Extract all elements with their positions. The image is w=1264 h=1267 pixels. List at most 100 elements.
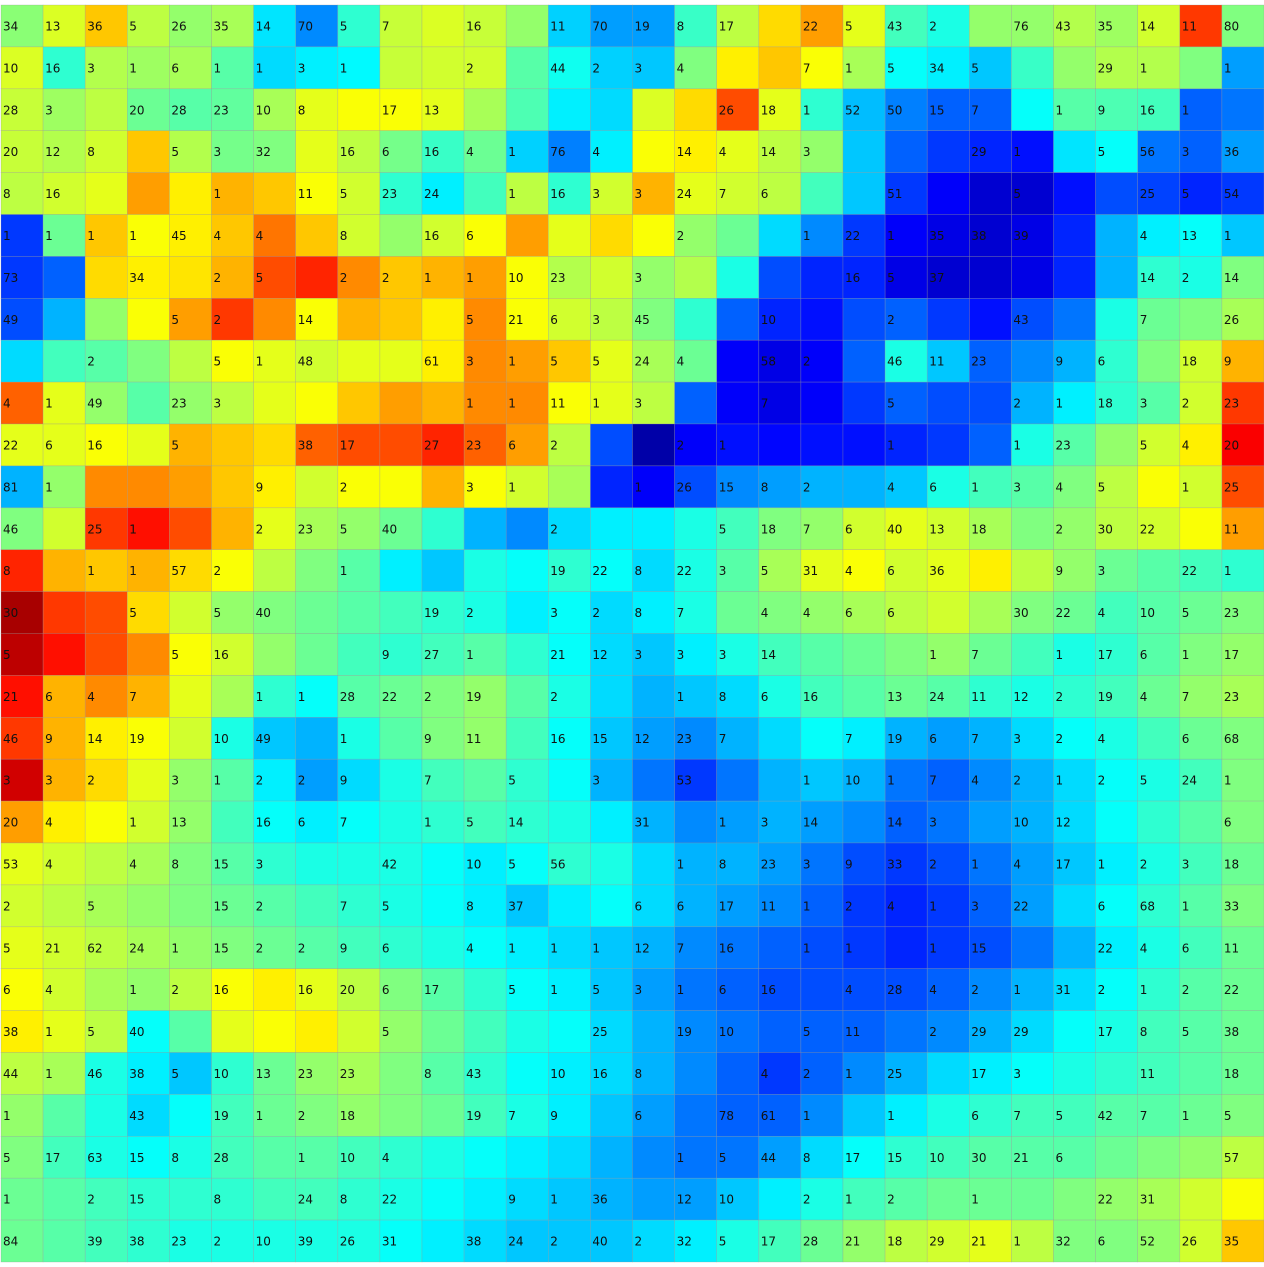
heatmap-cell [1137,842,1181,886]
cell-label: 7 [382,19,390,33]
cell-label: 2 [466,606,474,620]
heatmap-cell [505,339,549,383]
cell-label: 3 [592,774,600,788]
heatmap-cell [1137,214,1181,257]
heatmap-cell [379,214,423,257]
heatmap-cell [1179,465,1223,509]
cell-label: 6 [508,438,516,452]
heatmap-cell [295,549,339,592]
cell-label: 23 [971,355,986,369]
heatmap-cell [295,381,339,425]
cell-label: 6 [1056,1151,1064,1165]
heatmap-cell [211,507,254,550]
heatmap-cell [1095,297,1138,341]
cell-label: 18 [1224,1067,1239,1081]
heatmap-cell [547,297,591,341]
heatmap-cell [926,633,970,676]
heatmap-cell [800,716,844,760]
cell-label: 38 [129,1235,144,1249]
heatmap-cell [379,465,423,509]
heatmap-cell [1011,926,1054,969]
cell-label: 30 [971,1151,986,1165]
heatmap-cell [379,46,423,90]
heatmap-cell [1053,46,1096,90]
cell-label: 2 [87,355,95,369]
cell-label: 23 [340,1067,355,1081]
cell-label: 6 [635,1109,643,1123]
heatmap-cell [1095,381,1138,425]
heatmap-cell [211,1010,254,1053]
heatmap-cell [421,716,465,760]
cell-label: 1 [508,397,516,411]
cell-label: 5 [3,1151,11,1165]
cell-label: 70 [592,19,607,33]
cell-label: 57 [1224,1151,1239,1165]
heatmap-cell [1053,130,1096,173]
heatmap-cell [1011,758,1054,802]
cell-label: 1 [508,941,516,955]
heatmap-cell [1011,842,1054,886]
heatmap-cell [968,339,1012,383]
cell-label: 63 [87,1151,102,1165]
heatmap-cell [926,1052,970,1095]
cell-label: 23 [761,857,776,871]
heatmap-cell [421,297,465,341]
cell-label: 1 [803,229,811,243]
cell-label: 29 [1013,1025,1028,1039]
heatmap-cell [295,968,339,1011]
heatmap-cell [211,800,254,844]
heatmap-cell [758,339,802,383]
heatmap-cell [674,884,717,928]
heatmap-cell [1011,1010,1054,1053]
cell-label: 35 [1098,19,1113,33]
heatmap-cell [547,549,591,592]
heatmap-cell [253,675,297,718]
heatmap-cell [800,46,844,90]
cell-label: 1 [677,857,685,871]
cell-label: 2 [803,480,811,494]
cell-label: 3 [256,857,264,871]
cell-label: 12 [677,1193,692,1207]
cell-label: 1 [803,1109,811,1123]
heatmap-cell [674,172,717,215]
heatmap-cell [1137,716,1181,760]
heatmap-cell [590,842,633,886]
heatmap-cell [84,381,128,425]
heatmap-cell [463,507,507,550]
heatmap-cell [590,1010,633,1053]
heatmap-cell [421,130,465,173]
cell-label: 15 [214,899,229,913]
cell-label: 2 [803,1067,811,1081]
heatmap-cell [884,842,928,886]
heatmap-cell [0,591,44,634]
heatmap-cell [463,1136,507,1179]
heatmap-cell [1095,884,1138,928]
heatmap-cell [758,172,802,215]
cell-label: 1 [508,480,516,494]
cell-label: 21 [1013,1151,1028,1165]
cell-label: 6 [761,187,769,201]
heatmap-cell [968,675,1012,718]
heatmap-cell [463,591,507,634]
heatmap-cell [632,1219,675,1263]
heatmap-cell [968,549,1012,592]
cell-label: 4 [466,145,474,159]
cell-label: 76 [1013,19,1028,33]
cell-label: 1 [1182,899,1190,913]
heatmap-cell [421,4,465,48]
cell-label: 1 [887,438,895,452]
heatmap-cell [968,297,1012,341]
heatmap-cell-labels: 34 13 36 5 26 35 14 70 5 7 16 11 70 19 8 17 22 5 43 2 76 43 35… [3,19,1239,1248]
heatmap-cell [295,1052,339,1095]
heatmap-cell [1053,884,1096,928]
heatmap-cell [674,1136,717,1179]
cell-label: 26 [340,1235,355,1249]
heatmap-cell [463,381,507,425]
cell-label: 1 [1098,857,1106,871]
heatmap-cell [1095,130,1138,173]
cell-label: 16 [298,983,313,997]
cell-label: 15 [971,941,986,955]
heatmap-cell [884,297,928,341]
heatmap-cell [884,968,928,1011]
cell-label: 1 [508,187,516,201]
